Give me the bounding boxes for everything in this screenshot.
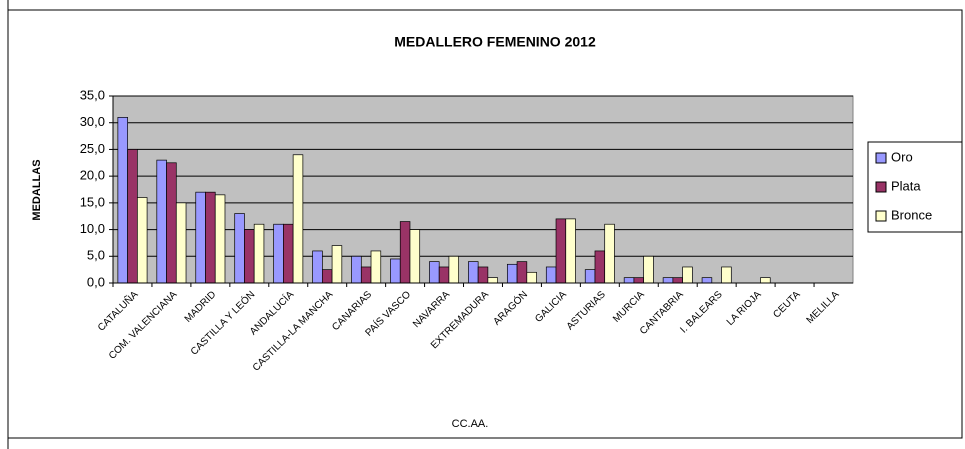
y-tick-label: 5,0: [87, 248, 105, 263]
bar: [438, 266, 450, 284]
bar: [321, 269, 333, 284]
bar: [409, 229, 421, 284]
bar: [487, 277, 498, 284]
bar: [516, 261, 528, 284]
bar: [643, 255, 654, 284]
bar: [117, 117, 128, 284]
bar: [399, 221, 411, 284]
y-axis-label: MEDALLAS: [31, 159, 43, 220]
bar: [283, 223, 294, 284]
legend-label: Bronce: [891, 207, 932, 222]
bar: [701, 277, 713, 284]
y-tick-label: 20,0: [80, 168, 105, 183]
bar: [429, 261, 440, 284]
bar: [292, 154, 304, 284]
bar: [545, 266, 557, 284]
bar: [526, 271, 537, 284]
y-tick-label: 35,0: [80, 87, 105, 102]
bar: [214, 194, 226, 284]
y-tick-label: 25,0: [80, 141, 105, 156]
bar: [136, 197, 148, 284]
bar: [205, 191, 216, 284]
bar: [312, 250, 323, 284]
bar: [166, 162, 177, 284]
y-tick-label: 10,0: [80, 221, 105, 236]
legend-label: Oro: [891, 149, 913, 164]
bar: [506, 263, 518, 284]
bar: [721, 266, 732, 284]
bar: [273, 223, 284, 284]
y-tick-label: 15,0: [80, 194, 105, 209]
bar: [594, 250, 606, 284]
bar: [195, 191, 206, 284]
chart-title: MEDALLERO FEMENINO 2012: [394, 34, 596, 50]
legend-label: Plata: [891, 178, 921, 193]
bar: [390, 258, 401, 284]
bar: [370, 250, 382, 284]
bar: [244, 229, 255, 284]
legend-swatch: [875, 210, 887, 222]
bar: [555, 218, 567, 284]
legend-swatch: [875, 181, 887, 193]
y-tick-label: 30,0: [80, 114, 105, 129]
legend-swatch: [875, 152, 887, 164]
x-axis-label: CC.AA.: [452, 418, 489, 430]
bar: [331, 245, 343, 284]
bar: [127, 149, 138, 284]
bar: [662, 277, 674, 284]
bar: [477, 266, 489, 284]
bar: [565, 218, 576, 284]
bar: [253, 223, 265, 284]
y-tick-label: 0,0: [87, 274, 105, 289]
bar: [604, 223, 615, 284]
bar: [760, 277, 771, 284]
bar: [234, 213, 245, 284]
bar: [672, 277, 683, 284]
bar: [468, 261, 479, 284]
bar: [682, 266, 693, 284]
bar: [351, 255, 362, 284]
bar: [175, 202, 187, 284]
bar: [633, 277, 645, 284]
bar: [360, 266, 372, 284]
bar: [448, 255, 460, 284]
bar: [156, 159, 167, 284]
bar: [584, 269, 596, 284]
bar: [623, 277, 635, 284]
